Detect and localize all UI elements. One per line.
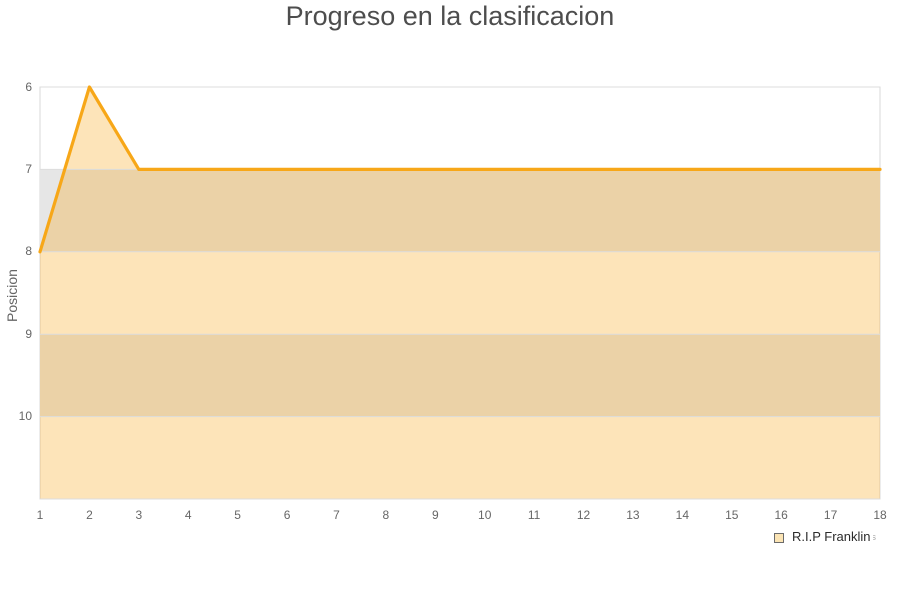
svg-text:12: 12 [577,508,591,522]
svg-text:4: 4 [185,508,192,522]
svg-text:14: 14 [676,508,690,522]
svg-text:9: 9 [432,508,439,522]
svg-text:8: 8 [25,244,32,258]
svg-text:15: 15 [725,508,739,522]
svg-text:17: 17 [824,508,838,522]
svg-text:8: 8 [383,508,390,522]
svg-text:6: 6 [25,80,32,94]
svg-text:10: 10 [478,508,492,522]
svg-text:2: 2 [86,508,93,522]
svg-text:3: 3 [135,508,142,522]
svg-text:13: 13 [626,508,640,522]
svg-text:16: 16 [775,508,789,522]
svg-text:11: 11 [528,508,541,522]
svg-text:6: 6 [284,508,291,522]
svg-text:10: 10 [19,409,33,423]
svg-text:9: 9 [25,327,32,341]
svg-text:1: 1 [37,508,44,522]
svg-text:7: 7 [333,508,340,522]
svg-text:7: 7 [25,162,32,176]
svg-text:5: 5 [234,508,241,522]
svg-text:18: 18 [873,508,887,522]
